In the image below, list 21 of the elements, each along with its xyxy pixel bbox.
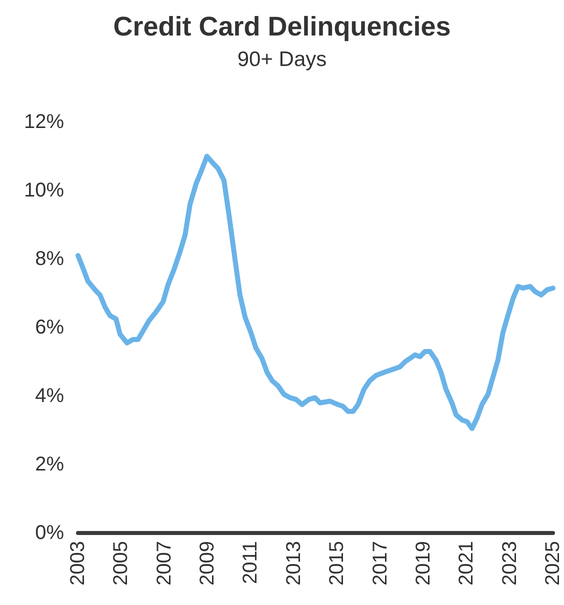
x-tick-label: 2013 bbox=[282, 541, 305, 586]
y-tick-label: 8% bbox=[35, 248, 64, 270]
x-tick-label: 2009 bbox=[196, 541, 219, 586]
x-tick-label: 2025 bbox=[542, 541, 564, 586]
x-tick-label: 2021 bbox=[456, 541, 478, 586]
x-tick-label: 2011 bbox=[240, 541, 262, 584]
y-tick-label: 4% bbox=[35, 385, 64, 407]
y-tick-label: 12% bbox=[24, 111, 64, 133]
x-tick-label: 2015 bbox=[326, 541, 348, 586]
x-tick-label: 2023 bbox=[498, 541, 521, 586]
chart-subtitle: 90+ Days bbox=[237, 48, 327, 71]
x-tick-label: 2017 bbox=[369, 541, 392, 586]
y-tick-label: 6% bbox=[35, 316, 64, 338]
x-tick-label: 2007 bbox=[153, 541, 176, 586]
x-tick-label: 2003 bbox=[67, 541, 89, 586]
y-tick-label: 2% bbox=[35, 454, 64, 476]
x-tick-label: 2019 bbox=[412, 541, 434, 586]
chart-title: Credit Card Delinquencies bbox=[113, 12, 451, 42]
x-tick-label: 2005 bbox=[110, 541, 132, 586]
y-tick-label: 0% bbox=[35, 522, 64, 544]
y-tick-label: 10% bbox=[24, 180, 64, 202]
